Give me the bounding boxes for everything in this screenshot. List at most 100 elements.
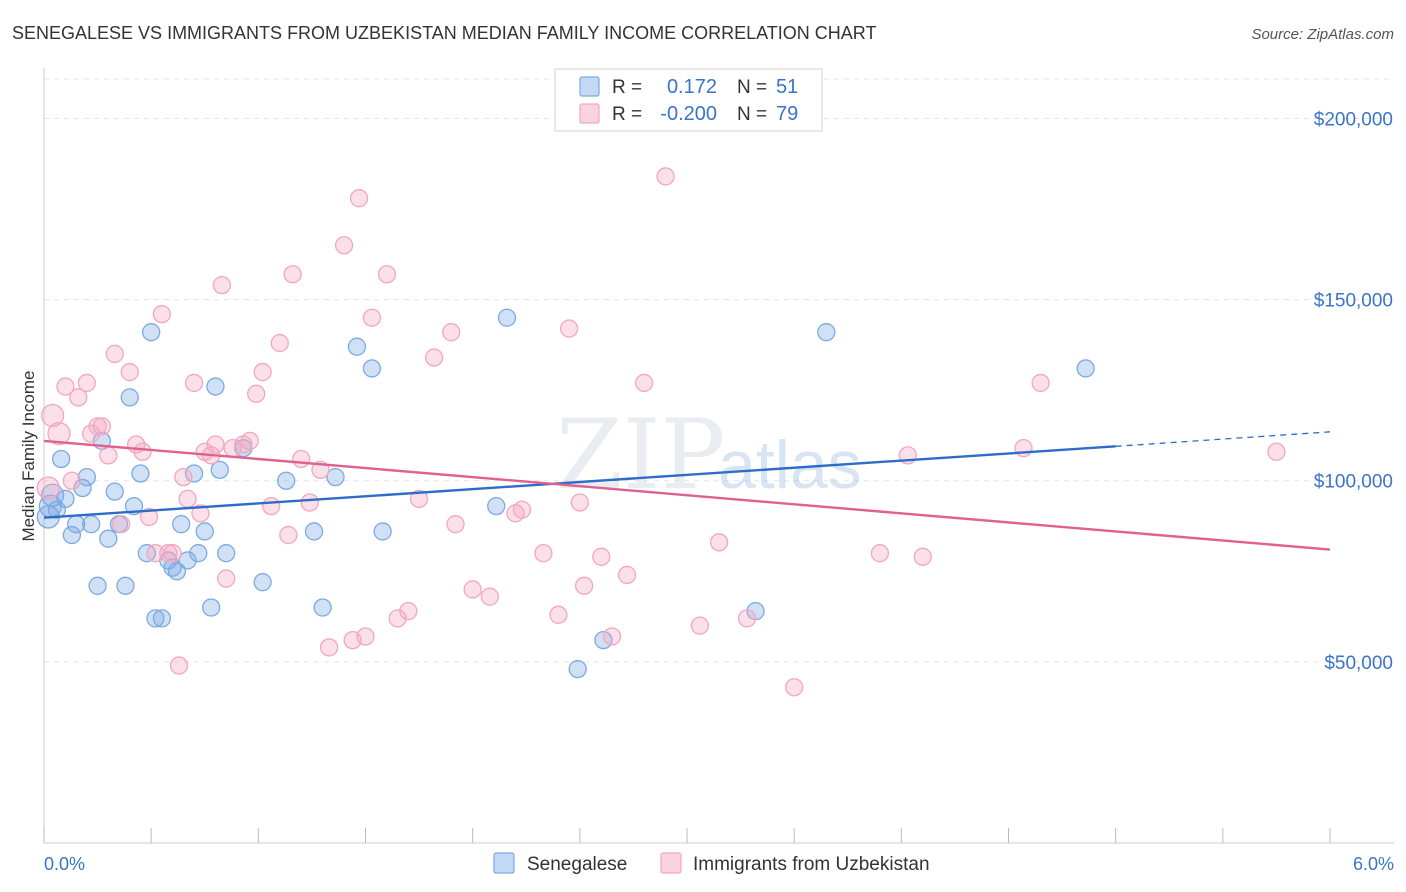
senegalese-point-16 <box>116 576 135 595</box>
senegalese-point-32 <box>202 598 221 617</box>
uzbekistan-point-78 <box>1031 373 1050 393</box>
uzbekistan-point-49 <box>377 265 397 284</box>
uzbekistan-point-77 <box>1014 438 1033 458</box>
uzbekistan-point-0 <box>36 476 60 500</box>
uzbekistan-point-5 <box>69 388 88 407</box>
uzbekistan-point-22 <box>174 467 193 487</box>
uzbekistan-point-3 <box>56 377 75 396</box>
uzbekistan-point-65 <box>592 547 611 566</box>
y-tick-label-2: $150,000 <box>1314 291 1393 312</box>
uzbekistan-point-44 <box>334 236 354 255</box>
senegalese-point-42 <box>347 337 367 356</box>
uzbekistan-point-19 <box>159 544 178 563</box>
uzbekistan-point-33 <box>240 431 259 451</box>
uzbekistan-point-29 <box>212 275 232 295</box>
uzbekistan-point-53 <box>424 348 444 367</box>
senegalese-point-26 <box>167 562 187 581</box>
uzbekistan-point-66 <box>602 627 622 646</box>
senegalese-point-37 <box>253 573 272 592</box>
uzbekistan-point-16 <box>139 507 159 527</box>
trend-lines <box>43 431 1331 551</box>
legend-r-value-uzbekistan: -0.200 <box>660 103 717 125</box>
y-tick-label-0: $50,000 <box>1324 653 1393 674</box>
uzbekistan-point-72 <box>737 609 757 628</box>
uzbekistan-point-54 <box>442 323 461 342</box>
senegalese-point-4 <box>51 449 71 469</box>
uzbekistan-point-63 <box>570 493 589 512</box>
uzbekistan-point-52 <box>409 489 429 508</box>
uzbekistan-point-23 <box>178 489 197 508</box>
senegalese-point-27 <box>172 515 191 534</box>
uzbekistan-point-74 <box>870 544 890 563</box>
series-legend-label-senegalese: Senegalese <box>527 854 627 875</box>
uzbekistan-point-20 <box>163 544 182 563</box>
uzbekistan-point-61 <box>549 605 568 624</box>
senegalese-point-28 <box>178 551 197 570</box>
senegalese-point-45 <box>487 496 506 516</box>
legend-r-value-senegalese: 0.172 <box>667 76 717 98</box>
legend-swatch-uzbekistan <box>579 103 600 124</box>
y-tick-label-3: $200,000 <box>1314 109 1393 130</box>
legend-n-label-senegalese: N = <box>737 77 767 98</box>
senegalese-point-8 <box>73 478 92 498</box>
senegalese-point-30 <box>189 544 208 563</box>
uzbekistan-point-47 <box>356 627 375 646</box>
uzbekistan-point-59 <box>512 500 532 519</box>
uzbekistan-point-37 <box>270 333 289 353</box>
legend-n-value-senegalese: 51 <box>776 76 798 98</box>
senegalese-point-21 <box>142 323 161 342</box>
uzbekistan-point-41 <box>300 493 319 512</box>
senegalese-point-50 <box>817 323 836 342</box>
senegalese-point-38 <box>277 471 296 490</box>
senegalese-point-19 <box>131 464 150 483</box>
uzbekistan-point-50 <box>388 609 407 628</box>
uzbekistan-point-1 <box>40 403 65 428</box>
uzbekistan-point-18 <box>152 304 172 324</box>
uzbekistan-point-35 <box>253 362 272 382</box>
senegalese-point-5 <box>56 489 75 508</box>
uzbekistan-point-2 <box>47 421 71 446</box>
chart-title: SENEGALESE VS IMMIGRANTS FROM UZBEKISTAN… <box>12 23 876 43</box>
senegalese-trend-line <box>43 445 1116 519</box>
uzbekistan-point-36 <box>262 496 281 516</box>
x-tick-label-min: 0.0% <box>44 854 85 874</box>
uzbekistan-point-12 <box>112 515 131 534</box>
uzbekistan-point-55 <box>446 515 465 534</box>
uzbekistan-point-79 <box>1267 442 1286 461</box>
uzbekistan-point-21 <box>169 656 189 675</box>
uzbekistan-point-68 <box>634 373 654 393</box>
series-legend: Senegalese Immigrants from Uzbekistan <box>493 852 930 875</box>
uzbekistan-point-51 <box>399 602 418 621</box>
axes <box>43 68 1394 844</box>
uzbekistan-trend-line <box>43 439 1331 551</box>
uzbekistan-point-25 <box>191 504 210 523</box>
senegalese-points <box>36 308 1095 679</box>
uzbekistan-point-39 <box>283 265 302 284</box>
uzbekistan-point-70 <box>690 616 710 635</box>
uzbekistan-point-64 <box>574 576 594 595</box>
x-tick-label-max: 6.0% <box>1353 854 1394 874</box>
senegalese-point-35 <box>217 544 236 563</box>
uzbekistan-point-60 <box>534 544 553 563</box>
uzbekistan-point-43 <box>319 638 339 657</box>
senegalese-point-14 <box>105 482 124 501</box>
uzbekistan-point-28 <box>206 435 225 454</box>
uzbekistan-point-9 <box>92 417 112 436</box>
series-legend-swatch-senegalese <box>493 852 515 874</box>
y-axis-tick-labels: $50,000 $100,000 $150,000 $200,000 <box>1314 109 1393 673</box>
senegalese-point-6 <box>62 525 82 545</box>
series-legend-label-uzbekistan: Immigrants from Uzbekistan <box>693 854 930 875</box>
uzbekistan-point-76 <box>913 547 932 566</box>
senegalese-point-43 <box>362 359 382 378</box>
senegalese-point-17 <box>120 388 139 407</box>
senegalese-point-23 <box>152 609 172 628</box>
uzbekistan-point-30 <box>217 569 236 588</box>
uzbekistan-point-6 <box>77 373 97 393</box>
uzbekistan-point-10 <box>99 446 118 465</box>
uzbekistan-point-34 <box>247 384 266 403</box>
senegalese-point-47 <box>568 659 587 679</box>
uzbekistan-point-38 <box>279 525 298 545</box>
legend-swatch-senegalese <box>579 76 600 97</box>
uzbekistan-point-71 <box>710 533 729 552</box>
correlation-legend: R = 0.172 N = 51 R = -0.200 N = 79 <box>554 68 823 132</box>
